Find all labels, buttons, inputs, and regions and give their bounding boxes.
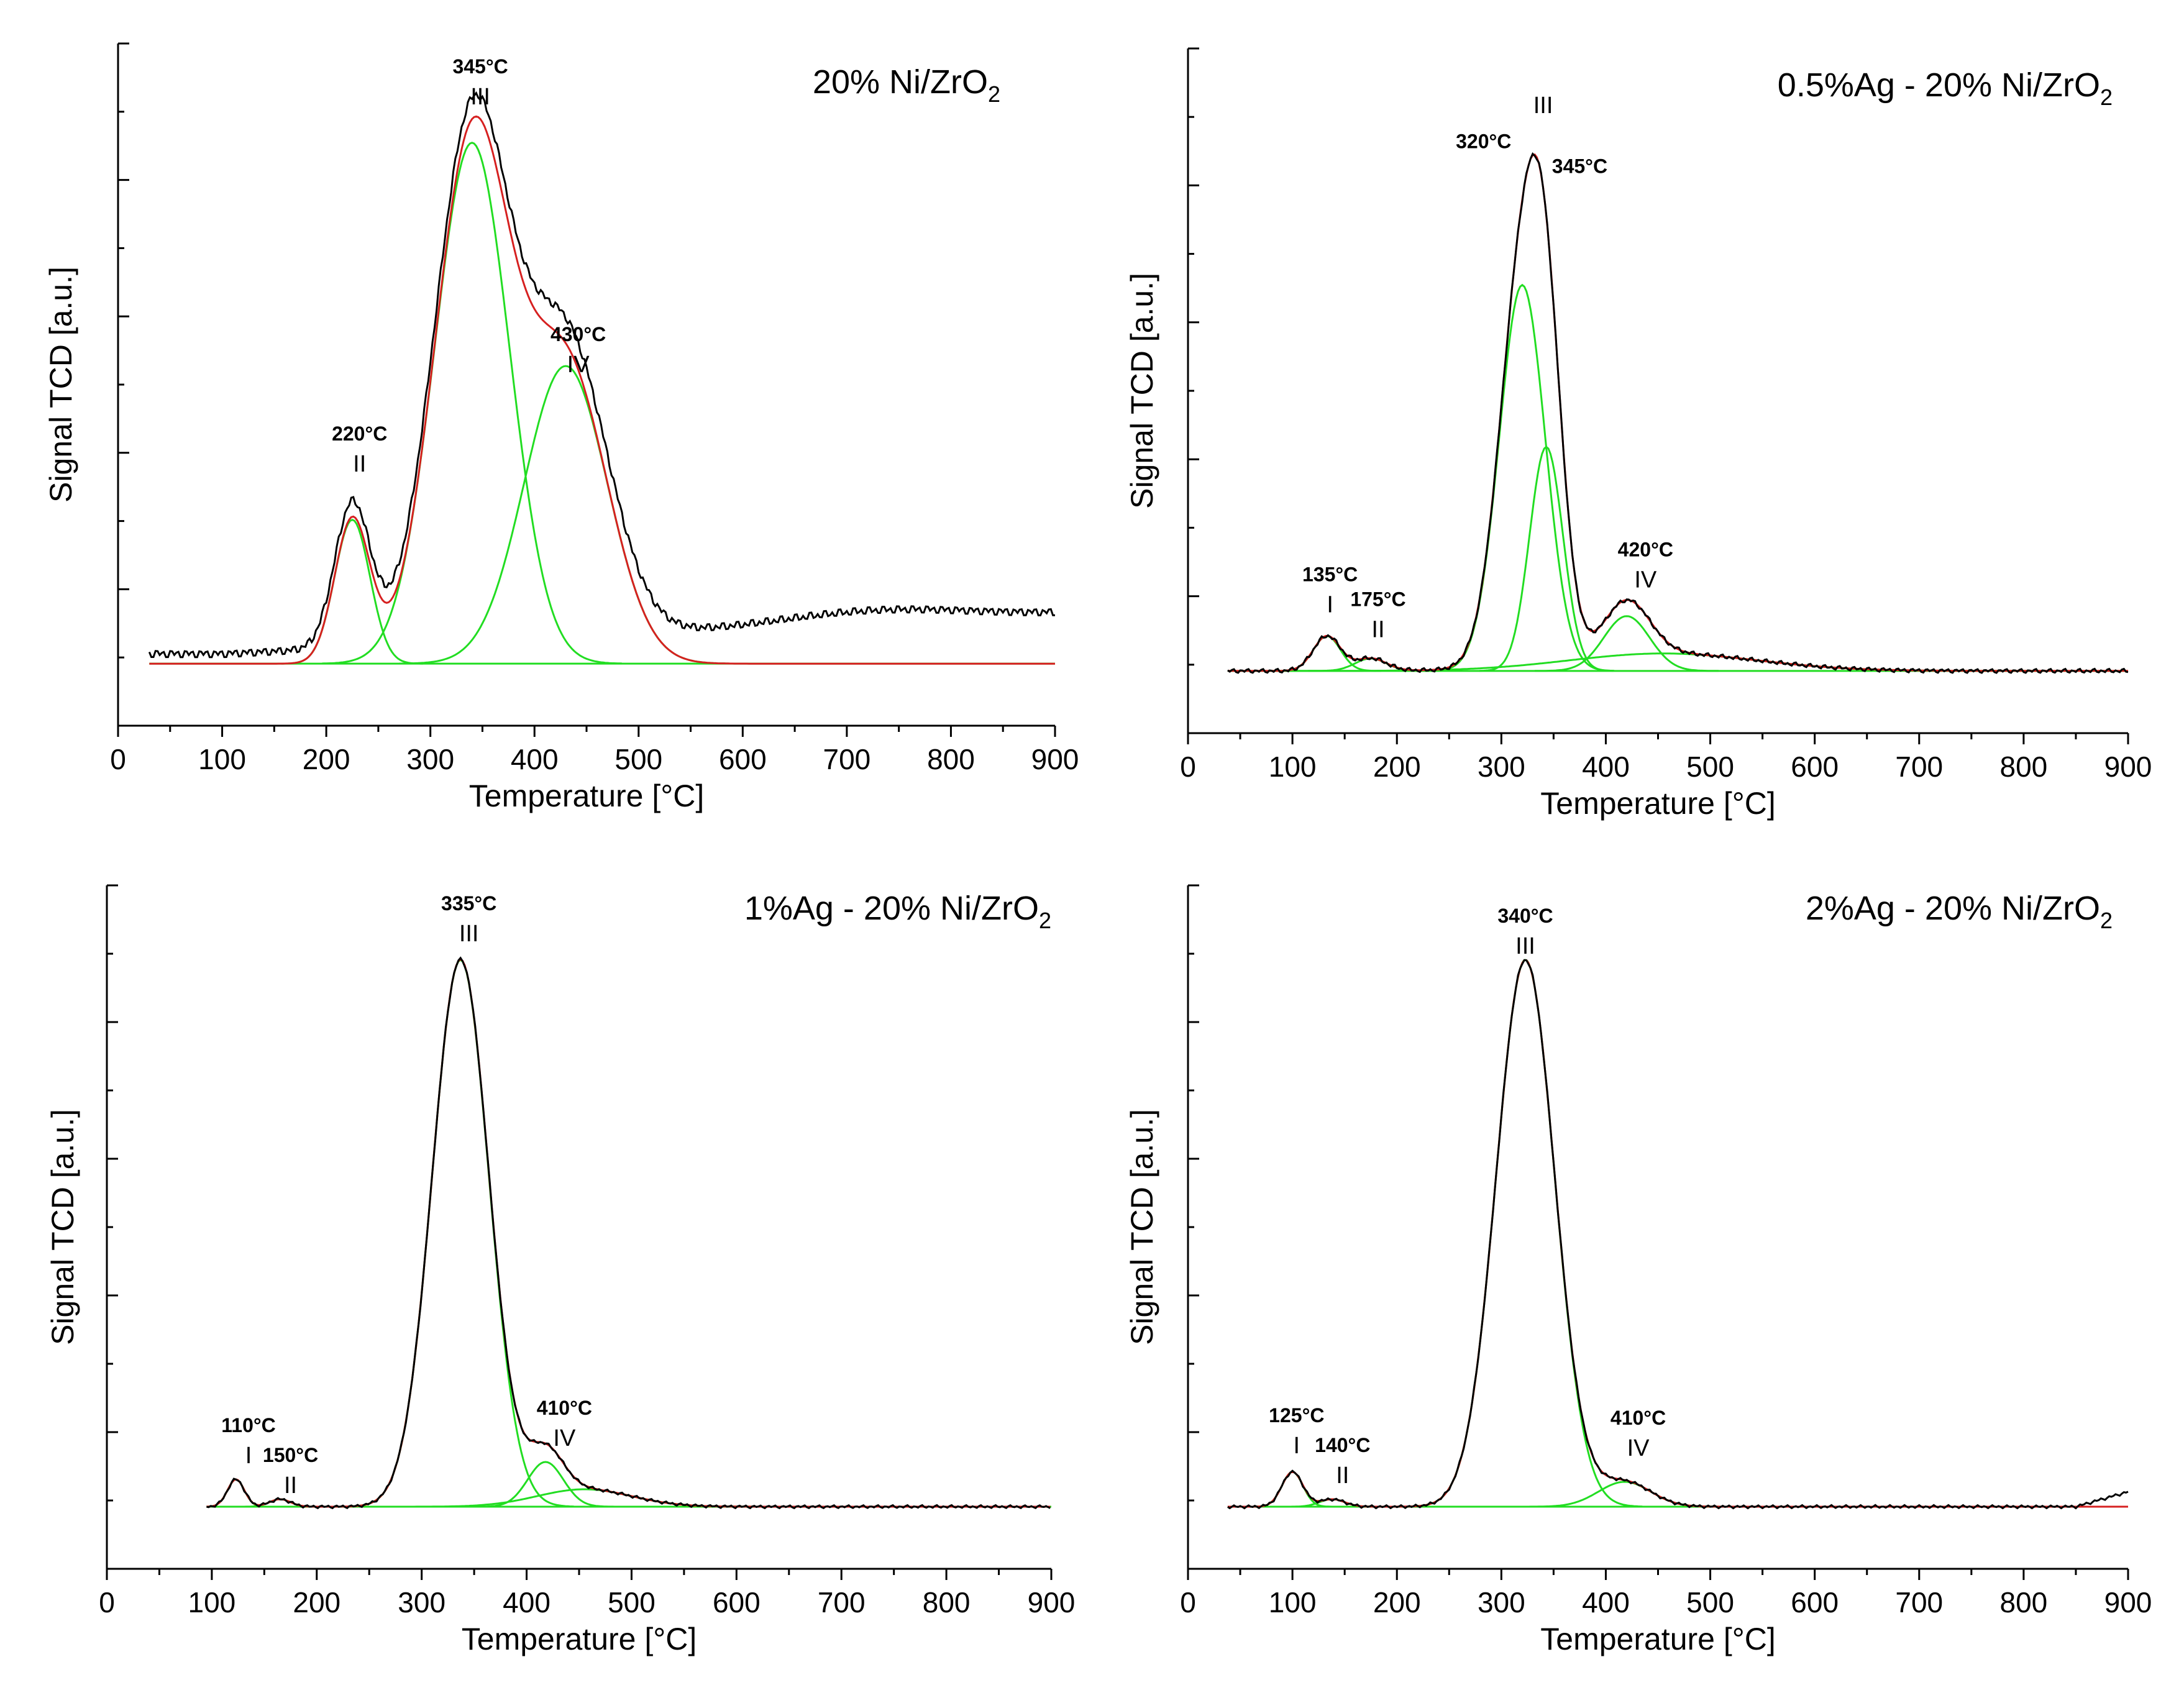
peak-roman-label: I <box>1327 592 1333 618</box>
peak-temperature-label: 150°C <box>263 1444 318 1466</box>
tpr-panel-2: 0 100 200 300 400 500 600 700 800 900 Temperature … <box>1125 47 2152 821</box>
x-tick-label: 400 <box>511 743 559 775</box>
peak-roman-label: III <box>470 84 490 110</box>
x-tick-label: 300 <box>1478 1586 1525 1619</box>
x-tick-label: 800 <box>923 1586 971 1619</box>
peak-roman-label: II <box>284 1473 297 1499</box>
peak-roman-label: II <box>353 451 366 477</box>
x-tick-label: 900 <box>2104 751 2152 783</box>
x-tick-label: 800 <box>2000 1586 2048 1619</box>
x-tick-label: 100 <box>188 1586 236 1619</box>
x-tick-label: 600 <box>1791 751 1839 783</box>
x-tick-label: 800 <box>2000 751 2048 783</box>
fit-component-2 <box>322 142 623 665</box>
peak-roman-label: III <box>1515 933 1535 959</box>
peak-roman-label: IV <box>567 352 590 378</box>
x-tick-label: 500 <box>608 1586 656 1619</box>
peak-roman-label: III <box>1533 93 1553 119</box>
peak-temperature-label: 410°C <box>1611 1407 1666 1429</box>
x-tick-label: 500 <box>1686 1586 1734 1619</box>
peak-temperature-label: 175°C <box>1350 588 1405 611</box>
x-tick-label: 400 <box>503 1586 551 1619</box>
peak-temperature-label: 345°C <box>1552 155 1607 177</box>
peak-roman-label: I <box>245 1443 252 1469</box>
peak-roman-label: IV <box>1634 567 1657 593</box>
x-tick-label: 200 <box>1373 1586 1421 1619</box>
peak-temperature-label: 430°C <box>551 323 606 345</box>
x-tick-label: 900 <box>1028 1586 1076 1619</box>
y-axis-title: Signal TCD [a.u.] <box>45 1109 80 1345</box>
fit-component-3 <box>1430 283 1614 672</box>
fit-sum-curve <box>149 115 1055 665</box>
measured-curve <box>1227 959 2129 1510</box>
x-tick-label: 200 <box>1373 751 1421 783</box>
x-tick-label: 500 <box>615 743 662 775</box>
x-tick-label: 700 <box>1895 1586 1943 1619</box>
peak-roman-label: IV <box>553 1425 576 1451</box>
x-axis-title: Temperature [°C] <box>469 779 704 813</box>
x-tick-label: 300 <box>1478 751 1525 783</box>
peak-temperature-label: 345°C <box>452 55 508 78</box>
tpr-panel-1: 0 100 200 300 400 500 600 700 800 900 Temperature … <box>43 42 1079 813</box>
peak-temperature-label: 335°C <box>441 892 496 915</box>
x-axis-title: Temperature [°C] <box>1540 786 1775 821</box>
x-tick-label: 100 <box>198 743 246 775</box>
x-tick-label: 0 <box>99 1586 115 1619</box>
fit-component-4 <box>474 1461 617 1508</box>
measured-curve <box>206 956 1051 1510</box>
x-tick-label: 500 <box>1686 751 1734 783</box>
x-tick-label: 400 <box>1582 751 1630 783</box>
x-tick-label: 100 <box>1269 1586 1317 1619</box>
peak-roman-label: I <box>1294 1433 1300 1459</box>
x-tick-label: 0 <box>1180 751 1196 783</box>
x-tick-label: 600 <box>1791 1586 1839 1619</box>
measured-curve <box>148 91 1055 659</box>
peak-roman-label: II <box>1371 617 1384 643</box>
y-axis-title: Signal TCD [a.u.] <box>1125 273 1159 509</box>
peak-temperature-label: 420°C <box>1618 538 1673 560</box>
peak-temperature-label: 220°C <box>332 422 387 445</box>
x-tick-label: 0 <box>110 743 126 775</box>
panel-title: 2%Ag - 20% Ni/ZrO2 <box>1806 890 2113 933</box>
x-tick-label: 200 <box>303 743 350 775</box>
tpr-panel-4: 0 100 200 300 400 500 600 700 800 900 Temperature … <box>1125 884 2152 1656</box>
x-tick-label: 800 <box>927 743 975 775</box>
peak-temperature-label: 135°C <box>1302 564 1358 586</box>
peak-roman-label: IV <box>1627 1435 1650 1461</box>
peak-roman-label: II <box>1336 1463 1349 1489</box>
panel-title: 1%Ag - 20% Ni/ZrO2 <box>744 890 1051 933</box>
y-axis-title: Signal TCD [a.u.] <box>1125 1109 1159 1345</box>
measured-curve <box>1227 152 2129 674</box>
x-axis-title: Temperature [°C] <box>1540 1622 1775 1656</box>
x-tick-label: 400 <box>1582 1586 1630 1619</box>
peak-roman-label: III <box>459 921 479 947</box>
peak-temperature-label: 340°C <box>1497 905 1553 927</box>
x-tick-label: 0 <box>1180 1586 1196 1619</box>
x-tick-label: 700 <box>1895 751 1943 783</box>
peak-temperature-label: 110°C <box>221 1414 276 1436</box>
x-tick-label: 300 <box>406 743 454 775</box>
x-tick-label: 700 <box>818 1586 866 1619</box>
tpr-panel-3: 0 100 200 300 400 500 600 700 800 900 Temperature … <box>45 884 1076 1656</box>
fit-component-5 <box>1535 615 1719 672</box>
x-tick-label: 900 <box>1031 743 1079 775</box>
peak-temperature-label: 140°C <box>1315 1434 1370 1456</box>
panel-title: 20% Ni/ZrO2 <box>813 63 1000 107</box>
x-tick-label: 900 <box>2104 1586 2152 1619</box>
x-tick-label: 600 <box>719 743 767 775</box>
panel-title: 0.5%Ag - 20% Ni/ZrO2 <box>1778 66 2113 110</box>
x-tick-label: 700 <box>823 743 871 775</box>
peak-temperature-label: 320°C <box>1456 130 1511 152</box>
fit-component-4 <box>1479 445 1614 672</box>
x-axis-title: Temperature [°C] <box>462 1622 697 1656</box>
x-tick-label: 600 <box>713 1586 761 1619</box>
x-tick-label: 100 <box>1269 751 1317 783</box>
peak-temperature-label: 125°C <box>1269 1404 1324 1427</box>
y-axis-title: Signal TCD [a.u.] <box>43 267 78 503</box>
x-tick-label: 200 <box>293 1586 340 1619</box>
peak-temperature-label: 410°C <box>537 1397 592 1419</box>
x-tick-label: 300 <box>398 1586 445 1619</box>
